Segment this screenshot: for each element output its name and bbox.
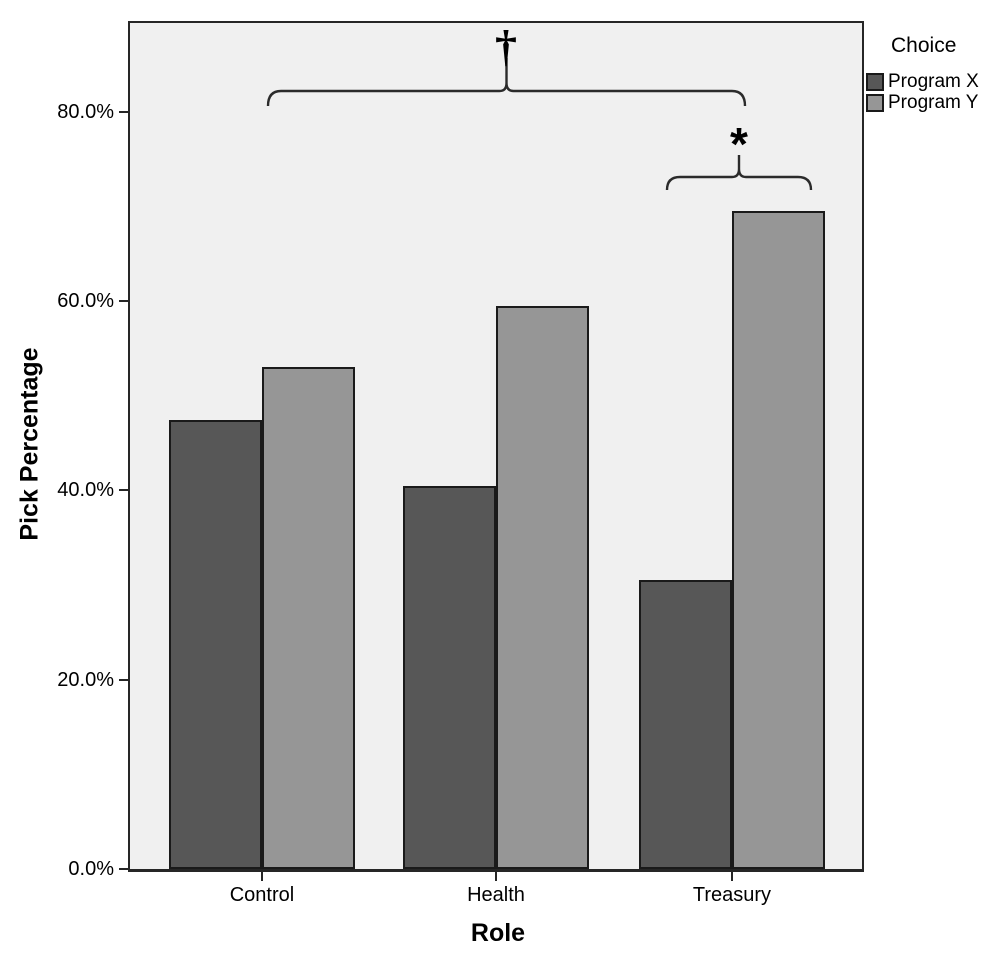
y-tick-label: 40.0% xyxy=(57,479,114,502)
category-label-treasury: Treasury xyxy=(692,884,772,906)
category-label-health: Health xyxy=(467,884,525,906)
bar-program-x-health xyxy=(403,485,496,869)
x-tick-mark xyxy=(730,870,733,881)
y-tick-mark xyxy=(119,678,130,681)
y-tick-mark xyxy=(119,300,130,303)
legend-label-program-y: Program Y xyxy=(888,92,979,113)
legend-entries: Program X Program Y xyxy=(866,72,979,112)
bar-program-x-control xyxy=(168,419,262,869)
bar-program-y-treasury xyxy=(731,211,825,869)
y-tick-mark xyxy=(119,868,130,870)
y-tick-mark xyxy=(119,489,130,492)
legend-swatch-program-x xyxy=(866,72,884,91)
plot-area xyxy=(128,21,864,872)
bar-program-y-health xyxy=(496,305,589,869)
bar-program-x-treasury xyxy=(638,580,732,869)
x-tick-mark xyxy=(495,870,497,881)
legend-label-program-x: Program X xyxy=(888,71,979,92)
legend-swatch-program-y xyxy=(866,93,884,112)
category-label-control: Control xyxy=(229,884,295,906)
legend-entry-program-y: Program Y xyxy=(866,93,979,112)
legend: Choice Program X Program Y xyxy=(866,34,979,114)
legend-entry-program-x: Program X xyxy=(866,72,979,91)
y-tick-mark xyxy=(119,110,130,113)
bar-program-y-control xyxy=(261,367,355,869)
legend-title: Choice xyxy=(891,34,957,57)
x-tick-mark xyxy=(260,870,263,881)
y-tick-label: 80.0% xyxy=(57,100,114,123)
y-tick-label: 20.0% xyxy=(57,668,114,691)
x-axis-title: Role xyxy=(470,919,526,947)
y-tick-label: 0.0% xyxy=(68,858,114,880)
y-tick-label: 60.0% xyxy=(57,290,114,313)
y-axis-title: Pick Percentage xyxy=(15,347,44,541)
